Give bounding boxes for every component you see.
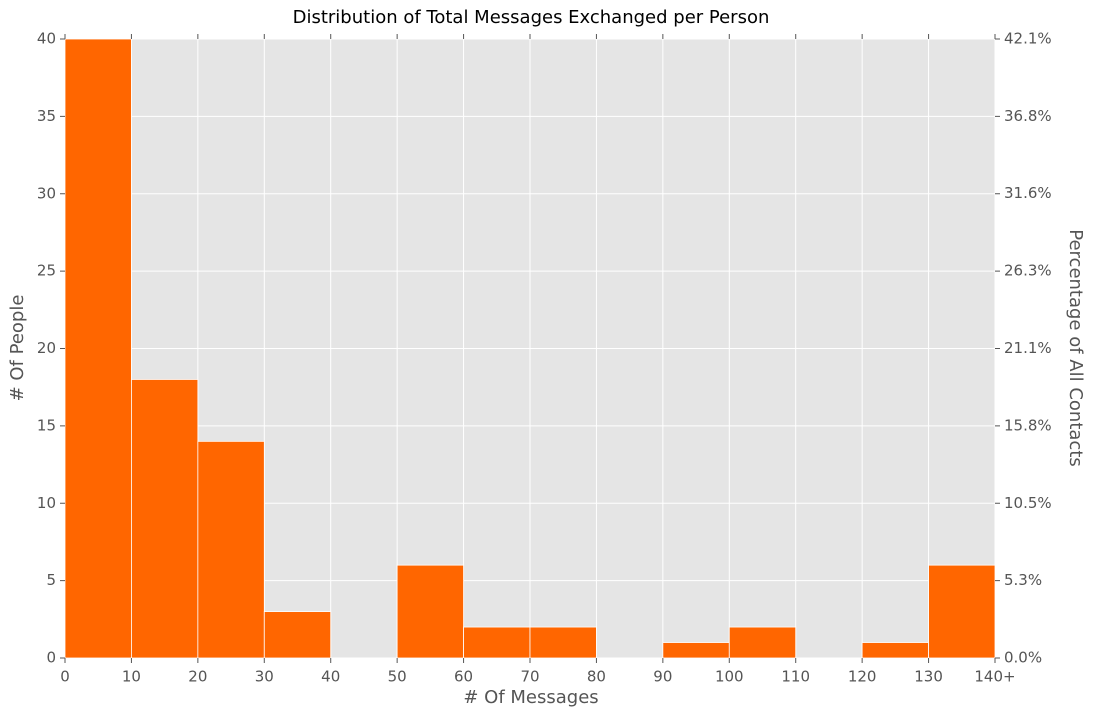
bar — [529, 626, 597, 659]
bar — [131, 379, 199, 659]
y2-tick-label: 15.8% — [1004, 416, 1052, 434]
y2-tick-label: 0.0% — [1004, 649, 1042, 667]
chart-title: Distribution of Total Messages Exchanged… — [293, 7, 770, 28]
y2-tick-label: 26.3% — [1004, 262, 1052, 280]
bar — [64, 38, 132, 659]
y2-axis-label: Percentage of All Contacts — [1065, 229, 1086, 467]
x-tick-label: 50 — [388, 668, 407, 686]
bar — [463, 626, 531, 659]
bar — [396, 564, 464, 659]
x-tick-label: 40 — [321, 668, 340, 686]
bar — [861, 642, 929, 659]
y-tick-label: 25 — [37, 262, 56, 280]
y-tick-label: 20 — [37, 339, 56, 357]
x-tick-label: 100 — [715, 668, 744, 686]
y-tick-label: 15 — [37, 416, 56, 434]
y2-tick-label: 31.6% — [1004, 184, 1052, 202]
y-tick-label: 30 — [37, 184, 56, 202]
y2-tick-label: 5.3% — [1004, 571, 1042, 589]
ticks: 0 10 20 30 40 50 60 70 80 90 100 110 120 130 140+ 0 5 10 1… — [37, 30, 1052, 686]
x-tick-label: 110 — [781, 668, 810, 686]
y-tick-label: 5 — [46, 571, 56, 589]
x-tick-label: 70 — [520, 668, 539, 686]
x-tick-label: 140+ — [974, 668, 1015, 686]
y-tick-label: 40 — [37, 30, 56, 48]
y2-tick-label: 36.8% — [1004, 107, 1052, 125]
bar — [197, 440, 265, 659]
bar — [728, 626, 797, 659]
x-tick-label: 30 — [255, 668, 274, 686]
y2-tick-label: 10.5% — [1004, 494, 1052, 512]
bars — [64, 38, 996, 659]
x-tick-label: 20 — [188, 668, 207, 686]
bar — [928, 564, 996, 659]
x-tick-label: 120 — [848, 668, 877, 686]
x-tick-label: 80 — [587, 668, 606, 686]
bar — [263, 611, 332, 659]
y2-tick-label: 42.1% — [1004, 30, 1052, 48]
y-axis-label: # Of People — [7, 295, 28, 402]
x-tick-label: 90 — [653, 668, 672, 686]
x-tick-label: 130 — [914, 668, 943, 686]
bar — [662, 642, 730, 659]
x-tick-label: 10 — [122, 668, 141, 686]
x-tick-label: 0 — [60, 668, 70, 686]
x-axis-label: # Of Messages — [463, 687, 598, 708]
x-tick-label: 60 — [454, 668, 473, 686]
y-tick-label: 0 — [46, 649, 56, 667]
y-tick-label: 10 — [37, 494, 56, 512]
y2-tick-label: 21.1% — [1004, 339, 1052, 357]
y-tick-label: 35 — [37, 107, 56, 125]
